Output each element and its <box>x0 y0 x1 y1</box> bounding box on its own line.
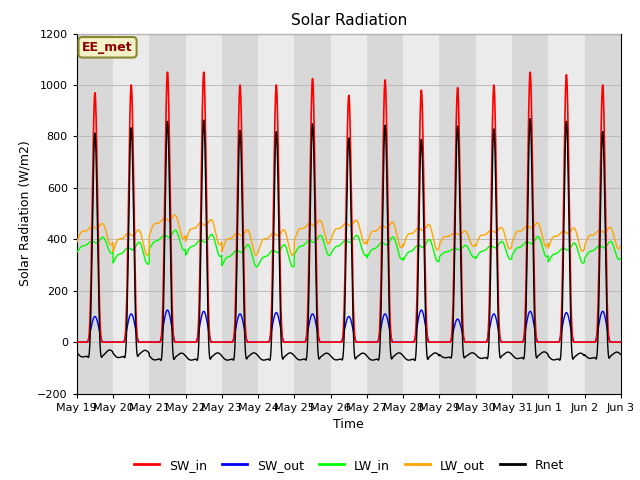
Bar <box>294 34 331 394</box>
Bar <box>440 34 476 394</box>
Bar <box>258 34 294 394</box>
Bar <box>113 34 149 394</box>
X-axis label: Time: Time <box>333 418 364 431</box>
Title: Solar Radiation: Solar Radiation <box>291 13 407 28</box>
Bar <box>512 34 548 394</box>
Bar <box>186 34 222 394</box>
Bar <box>77 34 113 394</box>
Y-axis label: Solar Radiation (W/m2): Solar Radiation (W/m2) <box>19 141 32 287</box>
Bar <box>584 34 621 394</box>
Bar <box>476 34 512 394</box>
Bar <box>367 34 403 394</box>
Bar <box>149 34 186 394</box>
Bar <box>403 34 440 394</box>
Bar <box>331 34 367 394</box>
Bar <box>222 34 258 394</box>
Text: EE_met: EE_met <box>82 41 133 54</box>
Legend: SW_in, SW_out, LW_in, LW_out, Rnet: SW_in, SW_out, LW_in, LW_out, Rnet <box>129 454 569 477</box>
Bar <box>548 34 584 394</box>
